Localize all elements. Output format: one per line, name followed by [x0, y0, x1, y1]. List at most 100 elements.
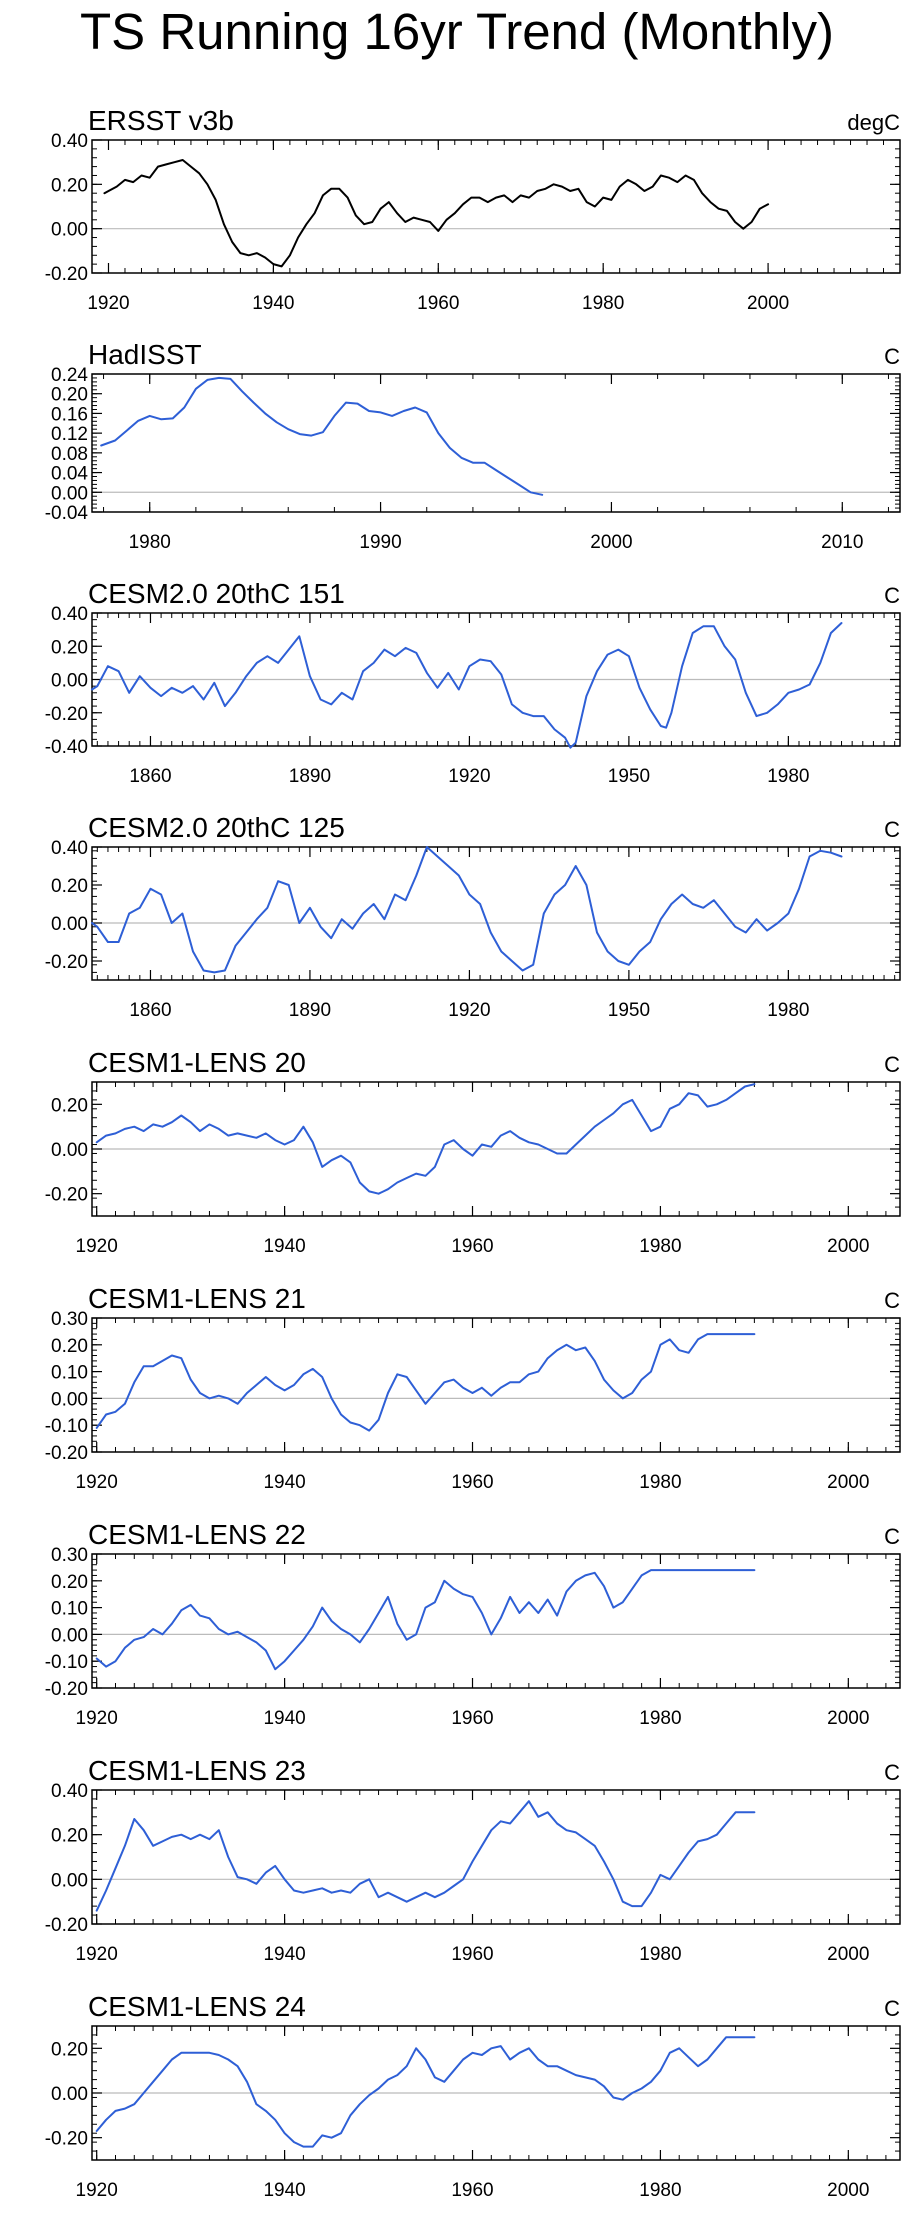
series-line — [91, 622, 843, 749]
plot-frame — [91, 846, 901, 981]
y-tick-label: 0.08 — [51, 444, 88, 465]
x-tick-label: 1860 — [129, 766, 171, 787]
x-tick-label: 1980 — [639, 1708, 681, 1729]
x-tick-label: 1920 — [76, 1236, 118, 1257]
y-tick-label: -0.20 — [45, 2129, 88, 2150]
plot-frame — [91, 139, 901, 274]
series-line — [95, 1083, 756, 1195]
plot-frame — [91, 1789, 901, 1925]
x-tick-label: 2000 — [827, 2180, 869, 2201]
x-tick-label: 2000 — [747, 293, 789, 314]
x-tick-label: 1890 — [289, 1000, 331, 1021]
units-label: C — [884, 1288, 900, 1313]
y-tick-label: -0.20 — [45, 1443, 88, 1464]
x-tick-label: 1920 — [76, 1708, 118, 1729]
y-tick-label: 0.30 — [51, 1309, 88, 1330]
x-tick-label: 1980 — [129, 532, 171, 553]
y-tick-label: 0.24 — [51, 365, 88, 386]
y-tick-label: -0.40 — [45, 737, 88, 758]
y-tick-label: 0.12 — [51, 424, 88, 445]
panel-title: CESM2.0 20thC 125 — [88, 812, 345, 843]
chart-panel-4: CESM2.0 20thC 125 C -0.20 0.00 0.20 0.40 1860 1… — [45, 812, 901, 1021]
series-line — [95, 1333, 756, 1432]
chart-panel-3: CESM2.0 20thC 151 C -0.40 -0.20 0.00 0.20 0.40… — [45, 578, 901, 787]
chart-panel-1: ERSST v3b degC -0.20 0.00 0.20 0.40 1920 1940 19… — [45, 105, 901, 314]
x-tick-label: 1960 — [417, 293, 459, 314]
chart-panel-5: CESM1-LENS 20 C -0.20 0.00 0.20 1920 1940 1960 1… — [45, 1047, 901, 1257]
plot-frame — [91, 373, 901, 513]
y-tick-label: 0.30 — [51, 1545, 88, 1566]
x-tick-label: 1960 — [451, 2180, 493, 2201]
x-tick-label: 1960 — [451, 1472, 493, 1493]
y-tick-label: -0.04 — [45, 503, 89, 524]
x-tick-label: 1920 — [76, 1944, 118, 1965]
x-tick-label: 2010 — [821, 532, 863, 553]
units-label: C — [884, 583, 900, 608]
plot-frame — [91, 1553, 901, 1689]
y-tick-label: 0.20 — [51, 2039, 88, 2060]
series-line — [91, 846, 843, 974]
chart-panel-2: HadISST C -0.040.000.040.080.120.160.200.2… — [45, 339, 901, 553]
y-tick-label: 0.10 — [51, 1363, 88, 1384]
series-line — [95, 1800, 756, 1912]
x-tick-label: 1980 — [767, 766, 809, 787]
chart-panel-6: CESM1-LENS 21 C -0.20 -0.10 0.00 0.10 0.20 0.30… — [45, 1283, 901, 1493]
x-tick-label: 1950 — [608, 766, 650, 787]
panel-title: CESM1-LENS 24 — [88, 1991, 306, 2022]
y-tick-label: 0.40 — [51, 604, 88, 625]
x-tick-label: 1980 — [767, 1000, 809, 1021]
chart-panel-9: CESM1-LENS 24 C -0.20 0.00 0.20 1920 1940 1960 1… — [45, 1991, 901, 2201]
x-tick-label: 1990 — [359, 532, 401, 553]
y-tick-label: 0.20 — [51, 876, 88, 897]
y-tick-label: -0.20 — [45, 1915, 88, 1936]
x-tick-label: 1980 — [639, 1472, 681, 1493]
x-tick-label: 1940 — [263, 1236, 305, 1257]
chart-panel-8: CESM1-LENS 23 C -0.20 0.00 0.20 0.40 1920 1940 1… — [45, 1755, 901, 1965]
panel-title: HadISST — [88, 339, 202, 370]
panel-title: CESM2.0 20thC 151 — [88, 578, 345, 609]
y-tick-label: 0.00 — [51, 671, 88, 692]
y-tick-label: -0.10 — [45, 1652, 88, 1673]
y-tick-label: 0.00 — [51, 483, 88, 504]
panel-title: CESM1-LENS 21 — [88, 1283, 306, 1314]
y-tick-label: 0.00 — [51, 914, 88, 935]
y-tick-label: 0.16 — [51, 404, 88, 425]
x-tick-label: 1920 — [76, 1472, 118, 1493]
x-tick-label: 1960 — [451, 1944, 493, 1965]
y-tick-label: 0.20 — [51, 1336, 88, 1357]
x-tick-label: 1980 — [639, 1944, 681, 1965]
x-tick-label: 1940 — [263, 1944, 305, 1965]
units-label: C — [884, 817, 900, 842]
y-tick-label: -0.20 — [45, 1679, 88, 1700]
x-tick-label: 1920 — [448, 766, 490, 787]
units-label: C — [884, 1524, 900, 1549]
units-label: degC — [847, 110, 900, 135]
x-tick-label: 1980 — [639, 2180, 681, 2201]
x-tick-label: 1950 — [608, 1000, 650, 1021]
series-line — [95, 1569, 756, 1671]
y-tick-label: 0.00 — [51, 1870, 88, 1891]
y-tick-label: 0.00 — [51, 2084, 88, 2105]
x-tick-label: 1960 — [451, 1708, 493, 1729]
x-tick-label: 2000 — [827, 1472, 869, 1493]
x-tick-label: 1920 — [87, 293, 129, 314]
x-tick-label: 1960 — [451, 1236, 493, 1257]
x-tick-label: 1940 — [263, 1472, 305, 1493]
panel-title: CESM1-LENS 22 — [88, 1519, 306, 1550]
x-tick-label: 2000 — [590, 532, 632, 553]
x-tick-label: 1920 — [76, 2180, 118, 2201]
units-label: C — [884, 344, 900, 369]
units-label: C — [884, 1052, 900, 1077]
panel-title: CESM1-LENS 23 — [88, 1755, 306, 1786]
chart-panel-7: CESM1-LENS 22 C -0.20 -0.10 0.00 0.10 0.20 0.30… — [45, 1519, 901, 1729]
series-line — [100, 376, 544, 496]
plot-frame — [91, 612, 901, 747]
y-tick-label: 0.20 — [51, 385, 88, 406]
x-tick-label: 1980 — [639, 1236, 681, 1257]
x-tick-label: 1860 — [129, 1000, 171, 1021]
y-tick-label: 0.40 — [51, 1781, 88, 1802]
y-tick-label: 0.40 — [51, 131, 88, 152]
x-tick-label: 1940 — [252, 293, 294, 314]
plot-frame — [91, 1081, 901, 1217]
